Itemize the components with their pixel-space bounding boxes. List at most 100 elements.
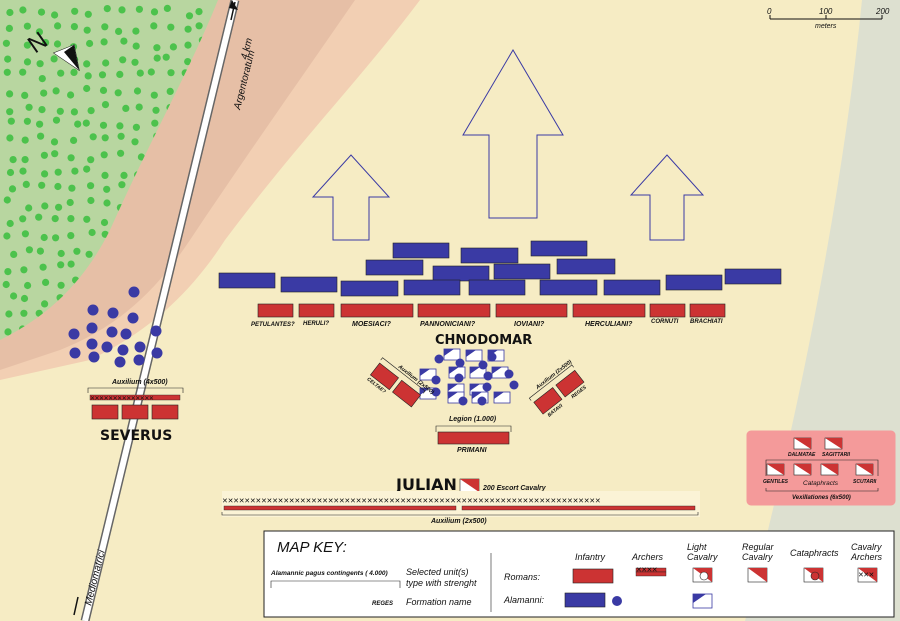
scale-tick-100: 100	[819, 7, 833, 16]
tree-icon	[54, 168, 62, 176]
tree-icon	[6, 8, 14, 17]
tree-icon	[40, 89, 48, 97]
tree-icon	[184, 58, 192, 66]
tree-icon	[135, 103, 143, 111]
tree-icon	[116, 122, 124, 130]
svg-text:✕✕✕✕✕✕✕✕✕✕✕✕✕✕✕✕✕✕✕✕✕✕✕✕✕✕✕✕✕✕: ✕✕✕✕✕✕✕✕✕✕✕✕✕✕✕✕✕✕✕✕✕✕✕✕✕✕✕✕✕✕✕✕✕✕✕✕✕✕✕✕…	[222, 498, 600, 505]
key-row-alamanni: Alamanni:	[503, 595, 545, 605]
tree-icon	[19, 167, 27, 175]
alamanni-block	[724, 268, 782, 285]
tree-icon	[163, 4, 171, 12]
cavalry-box: DALMATAE SAGITTARII GENTILES Cataphracts…	[746, 430, 896, 506]
tree-icon	[83, 165, 91, 173]
legion-label: Legion (1.000)	[449, 416, 497, 423]
tree-icon	[153, 54, 161, 62]
tree-icon	[86, 39, 94, 48]
tree-icon	[85, 250, 93, 258]
key-alamanni-infantry	[564, 592, 606, 608]
tree-icon	[83, 84, 91, 93]
tree-icon	[50, 138, 59, 146]
cavalry-gentiles-label: GENTILES	[763, 479, 789, 485]
tree-icon	[117, 149, 125, 157]
tree-icon	[83, 215, 91, 223]
tree-icon	[87, 196, 95, 205]
unit-heruli: HERULI?	[303, 321, 329, 327]
tree-icon	[101, 171, 109, 179]
tree-icon	[19, 68, 27, 76]
tree-icon	[152, 106, 160, 114]
key-roman-regular-cavalry	[747, 567, 768, 583]
tree-icon	[7, 117, 15, 125]
tree-icon	[4, 268, 12, 276]
key-col-cavalry-archers-1: Cavalry	[851, 542, 882, 552]
tree-icon	[21, 156, 29, 164]
tree-icon	[67, 91, 75, 99]
roman-front-block	[298, 303, 335, 318]
svg-text:✕✕✕: ✕✕✕	[858, 572, 874, 579]
tree-icon	[22, 180, 30, 188]
tree-icon	[41, 300, 49, 308]
unit-ioviani: IOVIANI?	[514, 321, 545, 328]
cavalry-cataphracts: Cataphracts	[793, 463, 839, 487]
key-formation-desc: Formation name	[406, 597, 472, 607]
map-key: MAP KEY: Alamannic pagus contingents ( 4…	[263, 530, 895, 618]
svg-text:✕✕✕✕✕✕✕✕✕✕✕✕✕✕: ✕✕✕✕✕✕✕✕✕✕✕✕✕✕	[90, 396, 154, 402]
tree-icon	[83, 26, 91, 34]
tree-icon	[23, 117, 31, 125]
tree-icon	[70, 136, 78, 144]
tree-icon	[40, 151, 49, 159]
tree-icon	[84, 10, 92, 18]
tree-icon	[38, 106, 46, 114]
tree-icon	[40, 233, 48, 242]
severus-label: SEVERUS	[100, 428, 172, 444]
tree-icon	[53, 40, 62, 48]
tree-icon	[99, 86, 108, 94]
tree-icon	[55, 203, 63, 211]
tree-icon	[4, 328, 12, 336]
tree-icon	[150, 22, 158, 30]
tree-icon	[20, 266, 28, 274]
alamanni-block	[392, 242, 450, 259]
roman-front-line	[257, 303, 726, 318]
tree-icon	[101, 101, 110, 109]
tree-icon	[51, 11, 59, 19]
tree-icon	[185, 12, 194, 20]
tree-icon	[67, 232, 75, 240]
tree-icon	[195, 8, 203, 16]
tree-icon	[3, 196, 11, 204]
tree-icon	[9, 156, 17, 164]
severus-unit-label: Auxilium (4x500)	[111, 379, 168, 386]
tree-icon	[21, 230, 29, 238]
unit-moesiaci: MOESIACI?	[352, 321, 392, 328]
key-col-infantry: Infantry	[575, 552, 606, 562]
tree-icon	[38, 75, 46, 83]
tree-icon	[87, 107, 95, 115]
roman-front-block	[417, 303, 491, 318]
road-south-arrow	[73, 596, 79, 616]
tree-icon	[131, 138, 139, 146]
severus-auxilium: Auxilium (4x500) ✕✕✕✕✕✕✕✕✕✕✕✕✕✕ SEVERUS	[87, 379, 184, 444]
key-alamanni-light-cavalry	[692, 593, 713, 609]
tree-icon	[195, 22, 203, 30]
cavalry-box-label: Vexillationes (6x500)	[792, 495, 851, 501]
tree-icon	[21, 136, 29, 144]
unit-cornuti: CORNUTI	[651, 319, 679, 325]
key-col-regular-cavalry-2: Cavalry	[742, 552, 773, 562]
key-col-light-cavalry-2: Cavalry	[687, 552, 718, 562]
tree-icon	[42, 278, 50, 286]
alamanni-advance-arrows	[311, 49, 705, 241]
tree-icon	[119, 56, 127, 64]
tree-icon	[23, 41, 31, 49]
unit-brachiati: BRACHIATI	[690, 319, 723, 325]
tree-icon	[71, 167, 79, 175]
tree-icon	[36, 60, 44, 68]
tree-icon	[101, 23, 109, 31]
tree-icon	[132, 123, 140, 131]
tree-icon	[89, 133, 97, 141]
tree-icon	[82, 119, 90, 127]
legion-name: PRIMANI	[457, 447, 488, 454]
tree-icon	[151, 119, 159, 127]
tree-icon	[5, 310, 13, 318]
alamanni-block	[365, 259, 424, 276]
tree-icon	[25, 204, 33, 212]
